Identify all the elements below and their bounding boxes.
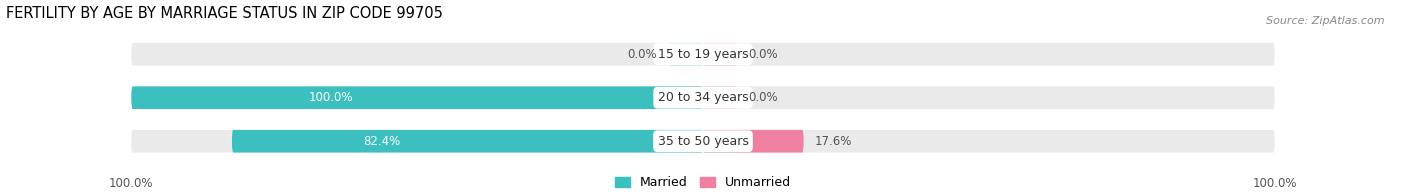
Text: 35 to 50 years: 35 to 50 years — [658, 135, 748, 148]
FancyBboxPatch shape — [703, 130, 804, 152]
Text: 15 to 19 years: 15 to 19 years — [658, 48, 748, 61]
FancyBboxPatch shape — [669, 43, 703, 65]
Text: Source: ZipAtlas.com: Source: ZipAtlas.com — [1267, 16, 1385, 26]
FancyBboxPatch shape — [131, 43, 1275, 65]
FancyBboxPatch shape — [131, 86, 703, 109]
Text: 0.0%: 0.0% — [749, 91, 779, 104]
FancyBboxPatch shape — [703, 43, 737, 65]
Text: 100.0%: 100.0% — [309, 91, 354, 104]
FancyBboxPatch shape — [131, 130, 1275, 152]
Text: 0.0%: 0.0% — [749, 48, 779, 61]
Text: FERTILITY BY AGE BY MARRIAGE STATUS IN ZIP CODE 99705: FERTILITY BY AGE BY MARRIAGE STATUS IN Z… — [6, 5, 443, 21]
Text: 17.6%: 17.6% — [815, 135, 852, 148]
FancyBboxPatch shape — [232, 130, 703, 152]
Text: 0.0%: 0.0% — [627, 48, 657, 61]
Text: 82.4%: 82.4% — [363, 135, 401, 148]
Text: 20 to 34 years: 20 to 34 years — [658, 91, 748, 104]
FancyBboxPatch shape — [131, 86, 1275, 109]
Legend: Married, Unmarried: Married, Unmarried — [614, 176, 792, 189]
FancyBboxPatch shape — [703, 86, 737, 109]
